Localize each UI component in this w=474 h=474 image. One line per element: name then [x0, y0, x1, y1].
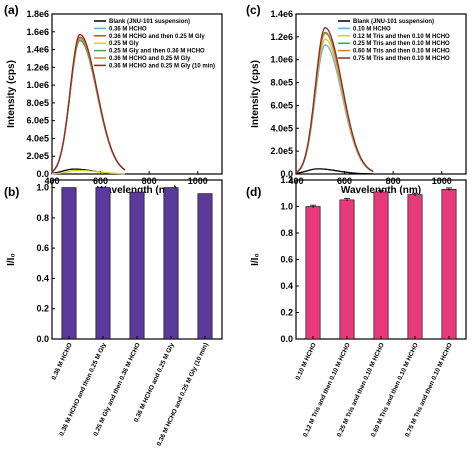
x-tick-label: 1000 [432, 176, 452, 186]
bar [129, 191, 145, 340]
y-axis-title: Intensity (cps) [250, 60, 261, 128]
panel-b-bar-chart: (b) 0.0 0.2 0.4 0.6 0.8 1.0 I/I₀ 0.36 M HCHO 0.36… [4, 179, 223, 447]
panel-label-c: (c) [246, 3, 261, 17]
y-tick-label: 1.0 [36, 183, 49, 193]
y-tick-label: 0.2 [36, 304, 49, 314]
y-tick-label: 1.8e6 [26, 9, 49, 19]
category-label: 0.10 M HCHO [295, 342, 318, 381]
panel-label-a: (a) [4, 3, 19, 17]
y-tick-label: 0.0 [36, 169, 49, 179]
x-tick-label: 600 [93, 176, 108, 186]
legend-label: 0.36 M HCHO [109, 26, 147, 32]
legend-label: 0.36 M HCHO and 0.25 M Gly [109, 56, 191, 62]
legend-label: 0.25 M Gly [109, 41, 139, 47]
series-line-1 [295, 168, 374, 175]
legend-label: 0.75 M Tris and then 0.10 M HCHO [353, 56, 450, 62]
y-tick-label: 1.4e6 [270, 9, 293, 19]
series-line-7 [51, 33, 126, 173]
y-tick-label: 0.8 [280, 228, 293, 238]
y-tick-label: 6.0e5 [270, 100, 293, 110]
y-tick-label: 1.2e6 [26, 62, 49, 72]
legend-label: 0.36 M HCHO and then 0.25 M Gly [109, 34, 205, 40]
category-label: 0.36 M HCHO [51, 342, 74, 381]
panel-label-d: (d) [246, 185, 261, 199]
x-tick-label: 800 [142, 176, 157, 186]
series-line-4 [52, 169, 125, 175]
y-tick-label: 0.8 [36, 213, 49, 223]
legend-label: 0.25 M Tris and then 0.10 M HCHO [353, 41, 450, 47]
y-tick-label: 8.0e5 [26, 98, 49, 108]
y-tick-label: 0.2 [280, 308, 293, 318]
y-axis-title: I/I₀ [250, 253, 261, 266]
x-tick-label: 1000 [188, 176, 208, 186]
y-tick-label: 1.6e6 [26, 27, 49, 37]
y-tick-label: 2.0e5 [270, 146, 293, 156]
y-tick-label: 2.0e5 [26, 151, 49, 161]
legend-label: 0.12 M Tris and then 0.10 M HCHO [353, 34, 450, 40]
legend-label: 0.36 M HCHO and 0.25 M Gly (10 min) [109, 63, 215, 69]
y-tick-label: 6.0e5 [26, 116, 49, 126]
x-axis-title: Wavelength (nm) [97, 185, 177, 196]
y-tick-label: 1.2e6 [270, 32, 293, 42]
panel-a-spectra-chart: (a) 0.0 2.0e5 4.0e5 6.0e5 8.0e5 1.0e6 1.2e6 1.4e… [4, 3, 223, 196]
bar [373, 191, 389, 340]
y-axis-title: I/I₀ [6, 253, 17, 266]
legend-label: Blank (JNU-101 suspension) [353, 19, 434, 25]
panel-c-spectra-chart: (c) 0.0 2.0e5 4.0e5 6.0e5 8.0e5 1.0e6 1.2e6 1.4e… [246, 3, 467, 196]
legend-label: 0.25 M Gly and then 0.36 M HCHO [109, 49, 205, 55]
y-tick-label: 0.4 [280, 281, 293, 291]
bar [339, 199, 355, 340]
bar [61, 187, 77, 340]
y-tick-label: 4.0e5 [270, 123, 293, 133]
bar [407, 194, 423, 340]
bar [197, 193, 213, 340]
bar [441, 188, 457, 340]
plot-frame [51, 13, 223, 175]
y-tick-label: 8.0e5 [270, 78, 293, 88]
series-line-6 [295, 27, 374, 173]
panel-label-b: (b) [4, 185, 19, 199]
y-tick-label: 0.0 [280, 334, 293, 344]
x-tick-label: 800 [386, 176, 401, 186]
y-tick-label: 0.4 [36, 273, 49, 283]
bar [305, 206, 321, 340]
y-tick-label: 1.0 [280, 202, 293, 212]
legend-label: Blank (JNU-101 suspension) [109, 19, 190, 25]
y-tick-label: 1.0e6 [270, 55, 293, 65]
y-tick-label: 0.6 [36, 243, 49, 253]
x-tick-label: 600 [337, 176, 352, 186]
y-tick-label: 0.0 [280, 169, 293, 179]
y-tick-label: 0.6 [280, 255, 293, 265]
y-tick-label: 4.0e5 [26, 133, 49, 143]
legend-label: 0.60 M Tris and then 0.10 M HCHO [353, 49, 450, 55]
series-line-2 [295, 44, 374, 174]
y-tick-label: 1.2 [280, 175, 293, 185]
panel-d-bar-chart: (d)0.00.20.40.60.81.01.2I/I₀0.10 M HCHO0… [246, 175, 467, 438]
bar [163, 187, 179, 340]
y-tick-label: 1.4e6 [26, 45, 49, 55]
bar [95, 187, 111, 340]
y-axis-title: Intensity (cps) [6, 60, 17, 128]
category-label: 0.36 M HCHO and 0.25 M Gly [133, 341, 176, 423]
y-tick-label: 0.0 [36, 334, 49, 344]
plot-frame [295, 13, 467, 175]
y-tick-label: 1.0e6 [26, 80, 49, 90]
legend-label: 0.10 M HCHO [353, 26, 391, 32]
